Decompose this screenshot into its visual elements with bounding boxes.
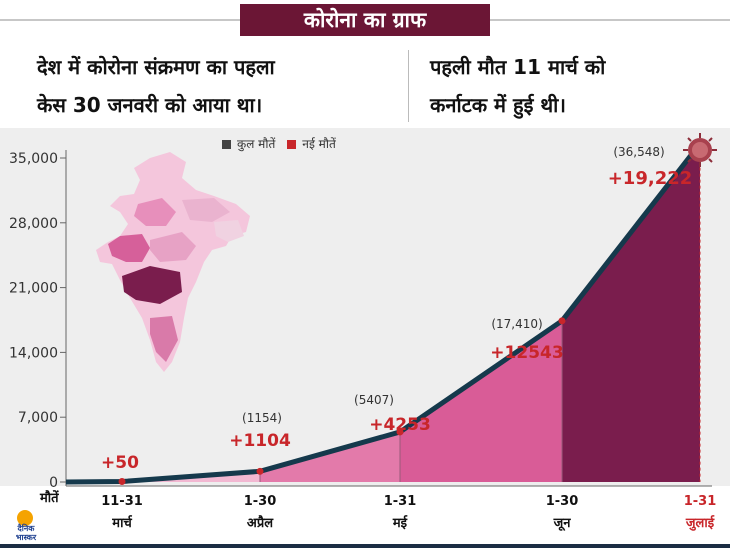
x-axis-label: मौतें <box>39 490 60 506</box>
legend-total-swatch <box>222 140 231 149</box>
x-tick-date: 1-30 <box>244 494 277 509</box>
new-deaths-label: +50 <box>101 453 139 473</box>
x-tick-month: जुलाई <box>685 515 715 531</box>
legend: कुल मौतें नई मौतें <box>222 135 336 152</box>
coronavirus-icon <box>683 133 717 167</box>
area-segment <box>400 320 562 482</box>
x-tick-month: मार्च <box>111 515 132 531</box>
chart-title: कोरोना का ग्राफ <box>240 4 490 36</box>
legend-total-label: कुल मौतें <box>237 137 276 151</box>
y-tick-label: 7,000 <box>18 410 58 426</box>
first-case-line-2: केस 30 जनवरी को आया था। <box>37 93 263 117</box>
x-axis-ticks: 11-31 मार्च 1-30 अप्रैल 1-31 मई 1-30 जून 1-31 जुल… <box>101 494 716 531</box>
x-axis-strip <box>0 486 730 548</box>
india-map-illustration <box>96 152 250 372</box>
title-bar: कोरोना का ग्राफ <box>0 0 730 40</box>
total-deaths-label: (5407) <box>354 393 394 407</box>
x-tick-date: 1-30 <box>546 494 579 509</box>
first-death-line-2: कर्नाटक में हुई थी। <box>430 93 566 117</box>
logo-line-2: भास्कर <box>15 533 37 542</box>
area-segment <box>562 143 700 483</box>
legend-new-swatch <box>287 140 297 149</box>
total-deaths-label: (1154) <box>242 411 282 425</box>
first-case-line-1: देश में कोरोना संक्रमण का पहला <box>37 55 275 79</box>
logo-line-1: दैनिक <box>17 524 35 533</box>
logo-text: दैनिक भास्कर <box>4 524 48 542</box>
legend-new-deaths: नई मौतें <box>287 135 336 152</box>
new-deaths-label: +1104 <box>229 431 291 451</box>
y-tick-label: 21,000 <box>9 281 58 297</box>
new-deaths-label: +19,222 <box>608 168 693 189</box>
dainik-bhaskar-logo: दैनिक भास्कर <box>4 510 46 544</box>
x-tick-month: अप्रैल <box>247 515 274 531</box>
new-deaths-label: +12543 <box>490 343 563 363</box>
total-deaths-label: (17,410) <box>491 317 542 331</box>
new-deaths-point <box>118 478 126 486</box>
y-tick-label: 0 <box>49 475 58 491</box>
legend-new-label: नई मौतें <box>302 137 336 151</box>
new-deaths-point <box>396 428 404 436</box>
total-deaths-line <box>65 142 702 485</box>
x-tick-month: जून <box>553 516 572 531</box>
bottom-bar <box>0 544 730 548</box>
y-tick-label: 28,000 <box>9 216 58 232</box>
area-layer <box>66 143 701 483</box>
first-case-fact: देश में कोरोना संक्रमण का पहला केस 30 जन… <box>37 48 387 124</box>
logo-sun-icon <box>17 510 33 526</box>
new-deaths-point <box>256 467 264 475</box>
new-deaths-label: +4253 <box>369 415 431 435</box>
new-deaths-point <box>558 317 566 325</box>
x-tick-date: 1-31 <box>384 494 417 509</box>
x-tick-date: 1-31 <box>684 494 717 509</box>
total-deaths-label: (36,548) <box>613 145 664 159</box>
data-labels: +50 +1104 (1154) +4253 (5407) +12543 (17,410) +… <box>101 145 692 473</box>
x-tick-month: मई <box>392 515 408 531</box>
legend-total-deaths: कुल मौतें <box>222 135 275 152</box>
area-segment <box>260 431 400 482</box>
first-death-fact: पहली मौत 11 मार्च को कर्नाटक में हुई थी। <box>430 48 720 124</box>
y-tick-label: 35,000 <box>9 151 58 167</box>
y-tick-label: 14,000 <box>9 345 58 361</box>
fact-divider <box>408 50 409 122</box>
y-axis-ticks: 0 7,000 14,000 21,000 28,000 35,000 <box>9 151 66 491</box>
first-death-line-1: पहली मौत 11 मार्च को <box>430 55 606 79</box>
x-tick-date: 11-31 <box>101 494 143 509</box>
